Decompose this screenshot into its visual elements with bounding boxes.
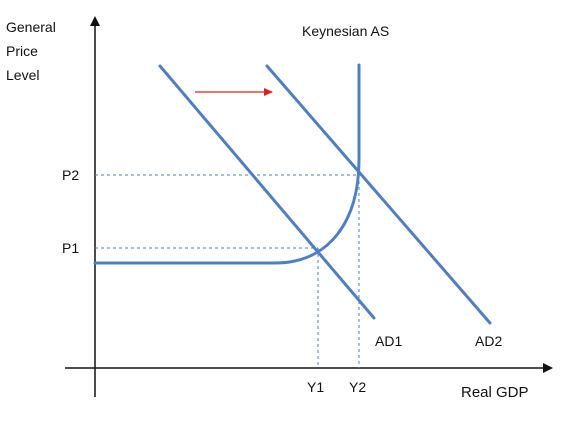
ad1-curve (158, 64, 376, 320)
p2-label: P2 (62, 167, 79, 183)
y2-label: Y2 (349, 379, 366, 395)
ad2-curve (265, 64, 492, 325)
as-curve-label: Keynesian AS (302, 23, 389, 39)
y1-label: Y1 (307, 379, 324, 395)
p1-label: P1 (62, 240, 79, 256)
x-axis-label: Real GDP (461, 384, 529, 401)
y-axis-label-line-3: Level (6, 67, 39, 83)
y-axis-label-line-1: General (6, 19, 56, 35)
ad1-label: AD1 (375, 333, 402, 349)
y-axis-label-line-2: Price (6, 43, 38, 59)
keynesian-as-curve (93, 63, 361, 265)
ad2-label: AD2 (475, 333, 502, 349)
